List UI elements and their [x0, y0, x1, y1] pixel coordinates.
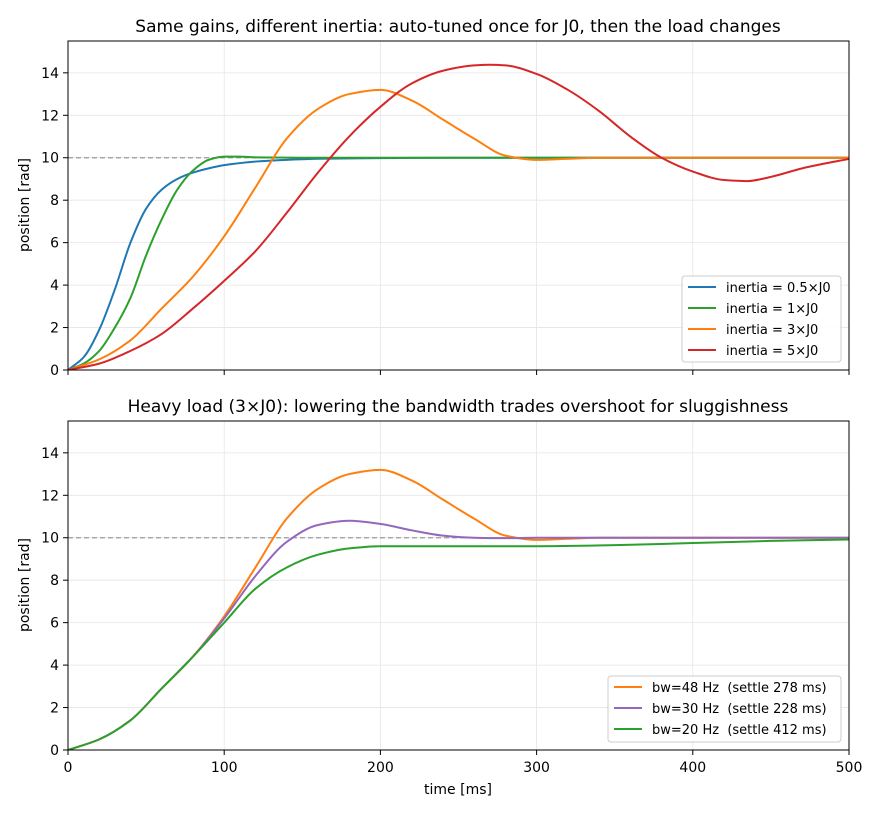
legend-label: bw=30 Hz (settle 228 ms) — [652, 702, 827, 717]
y-tick-label: 12 — [41, 108, 59, 124]
legend: bw=48 Hz (settle 278 ms) bw=30 Hz (settle… — [607, 675, 842, 743]
legend-label: inertia = 0.5×J0 — [726, 281, 831, 296]
y-tick-label: 14 — [41, 446, 59, 462]
axes-frame — [67, 420, 850, 751]
x-tick-label: 100 — [211, 760, 238, 776]
series-line — [68, 155, 849, 370]
y-axis-label: position [rad] — [17, 158, 33, 252]
x-tick-label: 200 — [367, 760, 394, 776]
y-tick-label: 6 — [50, 616, 59, 632]
series-line — [68, 63, 849, 370]
y-tick-label: 12 — [41, 488, 59, 504]
series-line — [68, 538, 849, 750]
y-tick-label: 10 — [41, 151, 59, 167]
x-tick-label: 300 — [523, 760, 550, 776]
y-tick-label: 8 — [50, 573, 59, 589]
x-tick-label: 500 — [836, 760, 863, 776]
y-tick-label: 0 — [50, 363, 59, 379]
y-tick-label: 2 — [50, 701, 59, 717]
legend-label: inertia = 1×J0 — [726, 302, 818, 317]
y-tick-label: 0 — [50, 743, 59, 759]
y-tick-label: 4 — [50, 278, 59, 294]
y-tick-label: 4 — [50, 658, 59, 674]
legend-label: bw=48 Hz (settle 278 ms) — [652, 681, 827, 696]
chart-panel-bandwidth: Heavy load (3×J0): lowering the bandwidt… — [17, 397, 862, 798]
legend-label: inertia = 5×J0 — [726, 344, 818, 359]
y-tick-label: 14 — [41, 66, 59, 82]
y-tick-label: 8 — [50, 193, 59, 209]
chart-title: Heavy load (3×J0): lowering the bandwidt… — [128, 397, 789, 417]
x-tick-label: 0 — [64, 760, 73, 776]
legend: inertia = 0.5×J0 inertia = 1×J0 inertia = … — [681, 275, 842, 363]
legend-label: bw=20 Hz (settle 412 ms) — [652, 723, 827, 738]
x-tick-label: 400 — [679, 760, 706, 776]
y-tick-label: 2 — [50, 321, 59, 337]
legend-box — [681, 275, 842, 363]
series-line — [68, 88, 849, 370]
x-axis-label: time [ms] — [424, 782, 492, 798]
chart-panel-inertia: Same gains, different inertia: auto-tune… — [17, 17, 850, 379]
y-tick-label: 6 — [50, 236, 59, 252]
y-tick-label: 10 — [41, 531, 59, 547]
chart-title: Same gains, different inertia: auto-tune… — [135, 17, 781, 37]
legend-label: inertia = 3×J0 — [726, 323, 818, 338]
legend-box — [607, 675, 842, 743]
y-axis-label: position [rad] — [17, 538, 33, 632]
axes-frame — [67, 40, 850, 371]
